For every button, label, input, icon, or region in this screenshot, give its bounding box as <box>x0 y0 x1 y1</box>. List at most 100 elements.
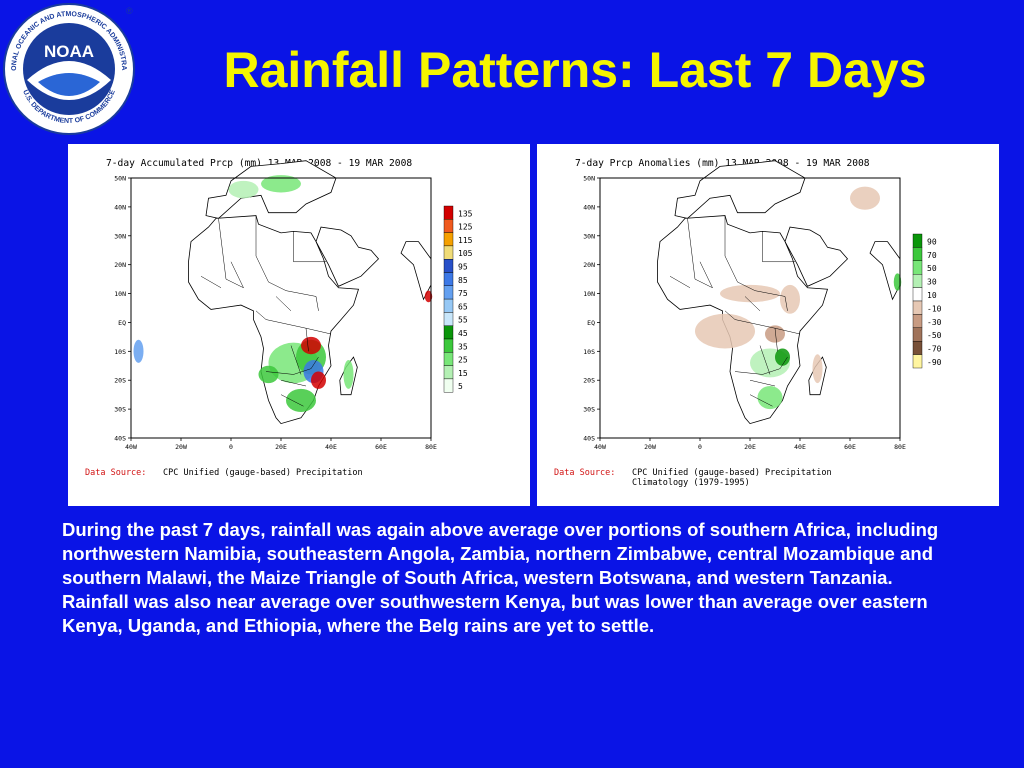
country-border <box>255 310 267 320</box>
india-outline <box>869 241 901 301</box>
country-border <box>749 379 776 387</box>
country-border <box>230 261 244 288</box>
lat-label: 40N <box>583 203 595 211</box>
precip-anomalies-map: 7-day Prcp Anomalies (mm) 13 MAR 2008 - … <box>554 158 942 488</box>
lat-label: 20N <box>583 261 595 269</box>
legend-label: 105 <box>458 249 473 258</box>
legend-swatch <box>912 233 923 248</box>
arabia-outline <box>315 226 380 287</box>
country-border <box>280 379 307 387</box>
legend-label: 75 <box>458 289 468 298</box>
legend-label: 70 <box>927 251 937 260</box>
legend-swatch <box>443 325 454 340</box>
country-border <box>310 356 319 369</box>
lon-label: 40E <box>794 443 806 451</box>
india-outline <box>400 241 432 301</box>
country-border <box>285 290 317 297</box>
country-border <box>265 319 307 329</box>
lon-label: 40E <box>325 443 337 451</box>
precip-area <box>261 175 301 193</box>
country-border <box>293 368 312 375</box>
legend-swatch <box>443 312 454 326</box>
lat-label: 20S <box>583 377 595 385</box>
arabia-outline <box>784 226 849 287</box>
legend-swatch <box>443 232 454 247</box>
country-border <box>699 261 713 288</box>
legend-label: 125 <box>458 223 473 232</box>
legend-swatch <box>443 205 454 220</box>
precip-area <box>424 290 433 303</box>
country-border <box>724 310 736 320</box>
legend-swatch <box>912 260 923 275</box>
lat-label: 50N <box>114 175 126 183</box>
lat-label: 20S <box>114 377 126 385</box>
lon-label: 60E <box>375 443 387 451</box>
lon-label: 80E <box>894 443 906 451</box>
legend-swatch <box>443 285 454 300</box>
precip-area <box>695 313 755 349</box>
country-border <box>268 281 287 291</box>
legend-label: -10 <box>927 304 942 313</box>
legend-swatch <box>443 272 454 287</box>
lat-label: 40N <box>114 203 126 211</box>
precip-area <box>850 186 880 210</box>
precip-area <box>311 371 326 389</box>
legend-label: 5 <box>458 382 463 391</box>
legend-label: -90 <box>927 358 942 367</box>
legend-swatch <box>912 354 923 369</box>
country-border <box>290 345 302 375</box>
data-source-label: Data Source: <box>554 468 615 478</box>
precip-area <box>301 336 321 355</box>
precip-area <box>228 180 259 199</box>
lat-label: EQ <box>118 319 126 327</box>
legend-swatch <box>912 314 923 328</box>
country-border <box>744 296 761 312</box>
country-border <box>734 319 776 329</box>
legend-swatch <box>443 298 454 313</box>
legend-label: 15 <box>458 369 468 378</box>
lat-label: 10S <box>583 348 595 356</box>
slide-description: During the past 7 days, rainfall was aga… <box>62 519 939 636</box>
precip-area <box>286 388 316 412</box>
legend-label: 115 <box>458 236 473 245</box>
legend-swatch <box>443 365 454 380</box>
country-border <box>734 371 763 375</box>
lon-label: 20W <box>644 443 656 451</box>
precip-area <box>775 348 790 366</box>
legend-swatch <box>912 327 923 342</box>
logo-center-text: NOAA <box>44 42 94 61</box>
legend-swatch <box>912 287 923 302</box>
lat-label: 30S <box>583 406 595 414</box>
precip-area <box>812 354 823 384</box>
accumulated-precip-map: 7-day Accumulated Prcp (mm) 13 MAR 2008 … <box>85 158 473 478</box>
country-border <box>305 327 332 335</box>
legend-swatch <box>443 219 454 233</box>
legend-swatch <box>443 258 454 273</box>
country-border <box>669 276 691 288</box>
precip-anomalies-panel: 7-day Prcp Anomalies (mm) 13 MAR 2008 - … <box>537 144 999 506</box>
lat-label: 30S <box>114 406 126 414</box>
country-border <box>255 255 269 283</box>
precip-area <box>765 325 785 343</box>
legend-swatch <box>443 352 454 366</box>
logo-registered-mark: ® <box>126 6 133 16</box>
country-border <box>724 255 738 283</box>
precip-area <box>780 284 800 314</box>
country-border <box>774 327 801 335</box>
lat-label: 40S <box>583 435 595 443</box>
country-border <box>275 296 292 312</box>
data-source-text: Climatology (1979-1995) <box>632 478 750 488</box>
country-border <box>784 296 788 311</box>
country-border <box>774 328 778 352</box>
lon-label: 40W <box>594 443 606 451</box>
country-border <box>315 296 319 311</box>
legend-swatch <box>443 338 454 353</box>
lat-label: 30N <box>114 232 126 240</box>
country-border <box>280 394 304 407</box>
country-border <box>762 368 781 375</box>
lon-label: 0 <box>698 443 702 451</box>
precip-area <box>343 360 354 389</box>
lon-label: 20E <box>744 443 756 451</box>
accumulated-precip-panel: 7-day Accumulated Prcp (mm) 13 MAR 2008 … <box>68 144 530 506</box>
country-border <box>265 371 294 375</box>
